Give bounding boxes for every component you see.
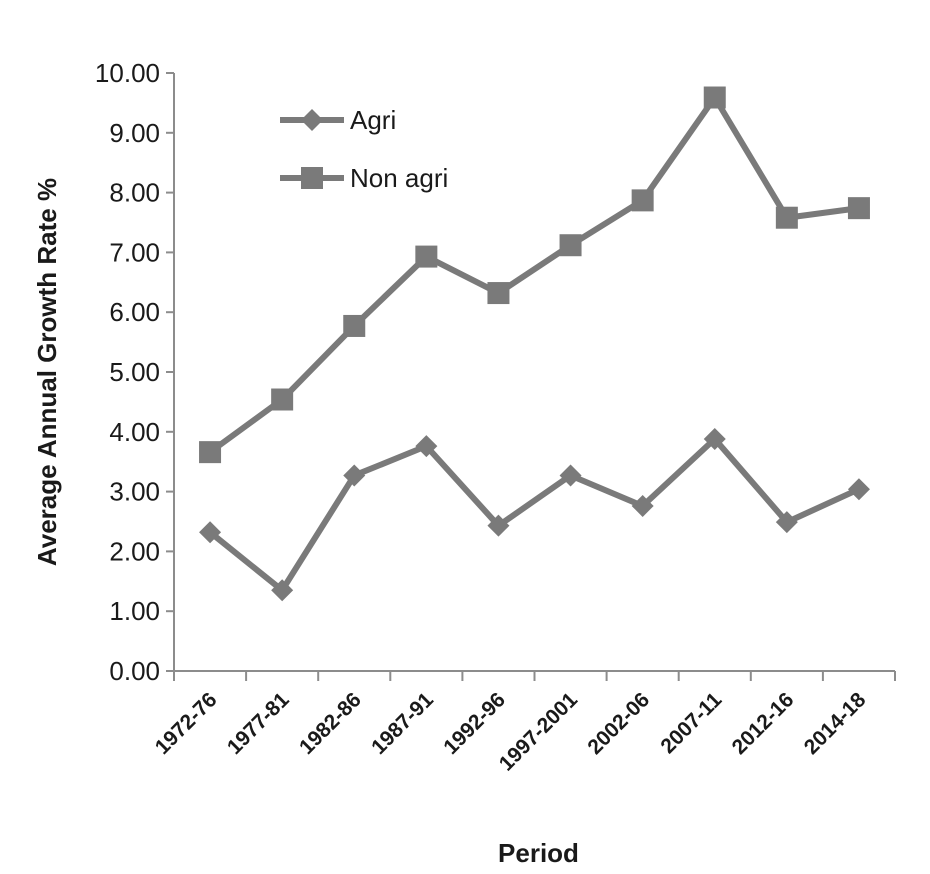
x-tick-label: 1997-2001 — [495, 688, 583, 776]
data-point-diamond — [271, 579, 294, 602]
data-point-square — [487, 282, 510, 305]
x-tick-label: 2007-11 — [656, 688, 726, 758]
data-point-square — [775, 206, 798, 229]
y-tick-label: 2.00 — [109, 536, 160, 566]
data-point-diamond — [631, 494, 654, 517]
x-tick-label: 2014-18 — [800, 688, 871, 759]
legend-marker-square — [301, 167, 323, 189]
legend-item: Agri — [280, 105, 396, 135]
y-tick-label: 1.00 — [109, 596, 160, 626]
series-group — [199, 86, 870, 602]
data-point-diamond — [775, 511, 798, 534]
data-point-diamond — [703, 427, 726, 450]
data-point-diamond — [487, 514, 510, 537]
data-point-diamond — [847, 478, 870, 501]
y-tick-label: 6.00 — [109, 297, 160, 327]
series-non-agri — [199, 86, 870, 464]
x-tick-label: 2012-16 — [728, 688, 799, 759]
x-tick-label: 2002-06 — [583, 688, 654, 759]
x-tick-label: 1987-91 — [367, 688, 438, 759]
y-tick-label: 4.00 — [109, 417, 160, 447]
data-point-square — [559, 234, 582, 257]
series-line — [208, 435, 861, 594]
data-point-square — [631, 189, 654, 212]
y-axis-ticks: 0.00 1.00 2.00 3.00 4.00 5.00 6.00 7.00 8.00 9.00… — [95, 58, 174, 686]
data-point-square — [847, 197, 870, 220]
y-tick-label: 9.00 — [109, 118, 160, 148]
data-point-square — [343, 314, 366, 337]
y-tick-label: 3.00 — [109, 477, 160, 507]
data-point-diamond — [343, 464, 366, 487]
y-tick-label: 5.00 — [109, 357, 160, 387]
data-point-square — [415, 245, 438, 268]
data-point-diamond — [415, 435, 438, 458]
series-line — [208, 94, 860, 455]
legend-marker-diamond — [301, 109, 323, 131]
x-tick-label: 1992-96 — [439, 688, 510, 759]
y-tick-label: 7.00 — [109, 237, 160, 267]
legend-label: Non agri — [350, 163, 448, 193]
legend-label: Agri — [350, 105, 396, 135]
data-point-square — [271, 388, 294, 411]
legend-item: Non agri — [280, 163, 448, 193]
series-agri — [199, 427, 870, 602]
y-tick-label: 10.00 — [95, 58, 160, 88]
data-point-diamond — [559, 464, 582, 487]
x-tick-label: 1972-76 — [151, 688, 222, 759]
x-axis-title: Period — [498, 838, 579, 868]
legend: Agri Non agri — [280, 105, 448, 193]
x-tick-label: 1982-86 — [295, 688, 366, 759]
data-point-square — [703, 86, 726, 109]
y-axis-title: Average Annual Growth Rate % — [32, 178, 62, 566]
data-point-square — [199, 441, 222, 464]
x-tick-label: 1977-81 — [223, 688, 294, 759]
data-point-diamond — [199, 521, 222, 544]
y-tick-label: 0.00 — [109, 656, 160, 686]
y-tick-label: 8.00 — [109, 178, 160, 208]
x-axis-ticks: 1972-76 1977-81 1982-86 1987-91 1992-961997-… — [151, 671, 896, 776]
